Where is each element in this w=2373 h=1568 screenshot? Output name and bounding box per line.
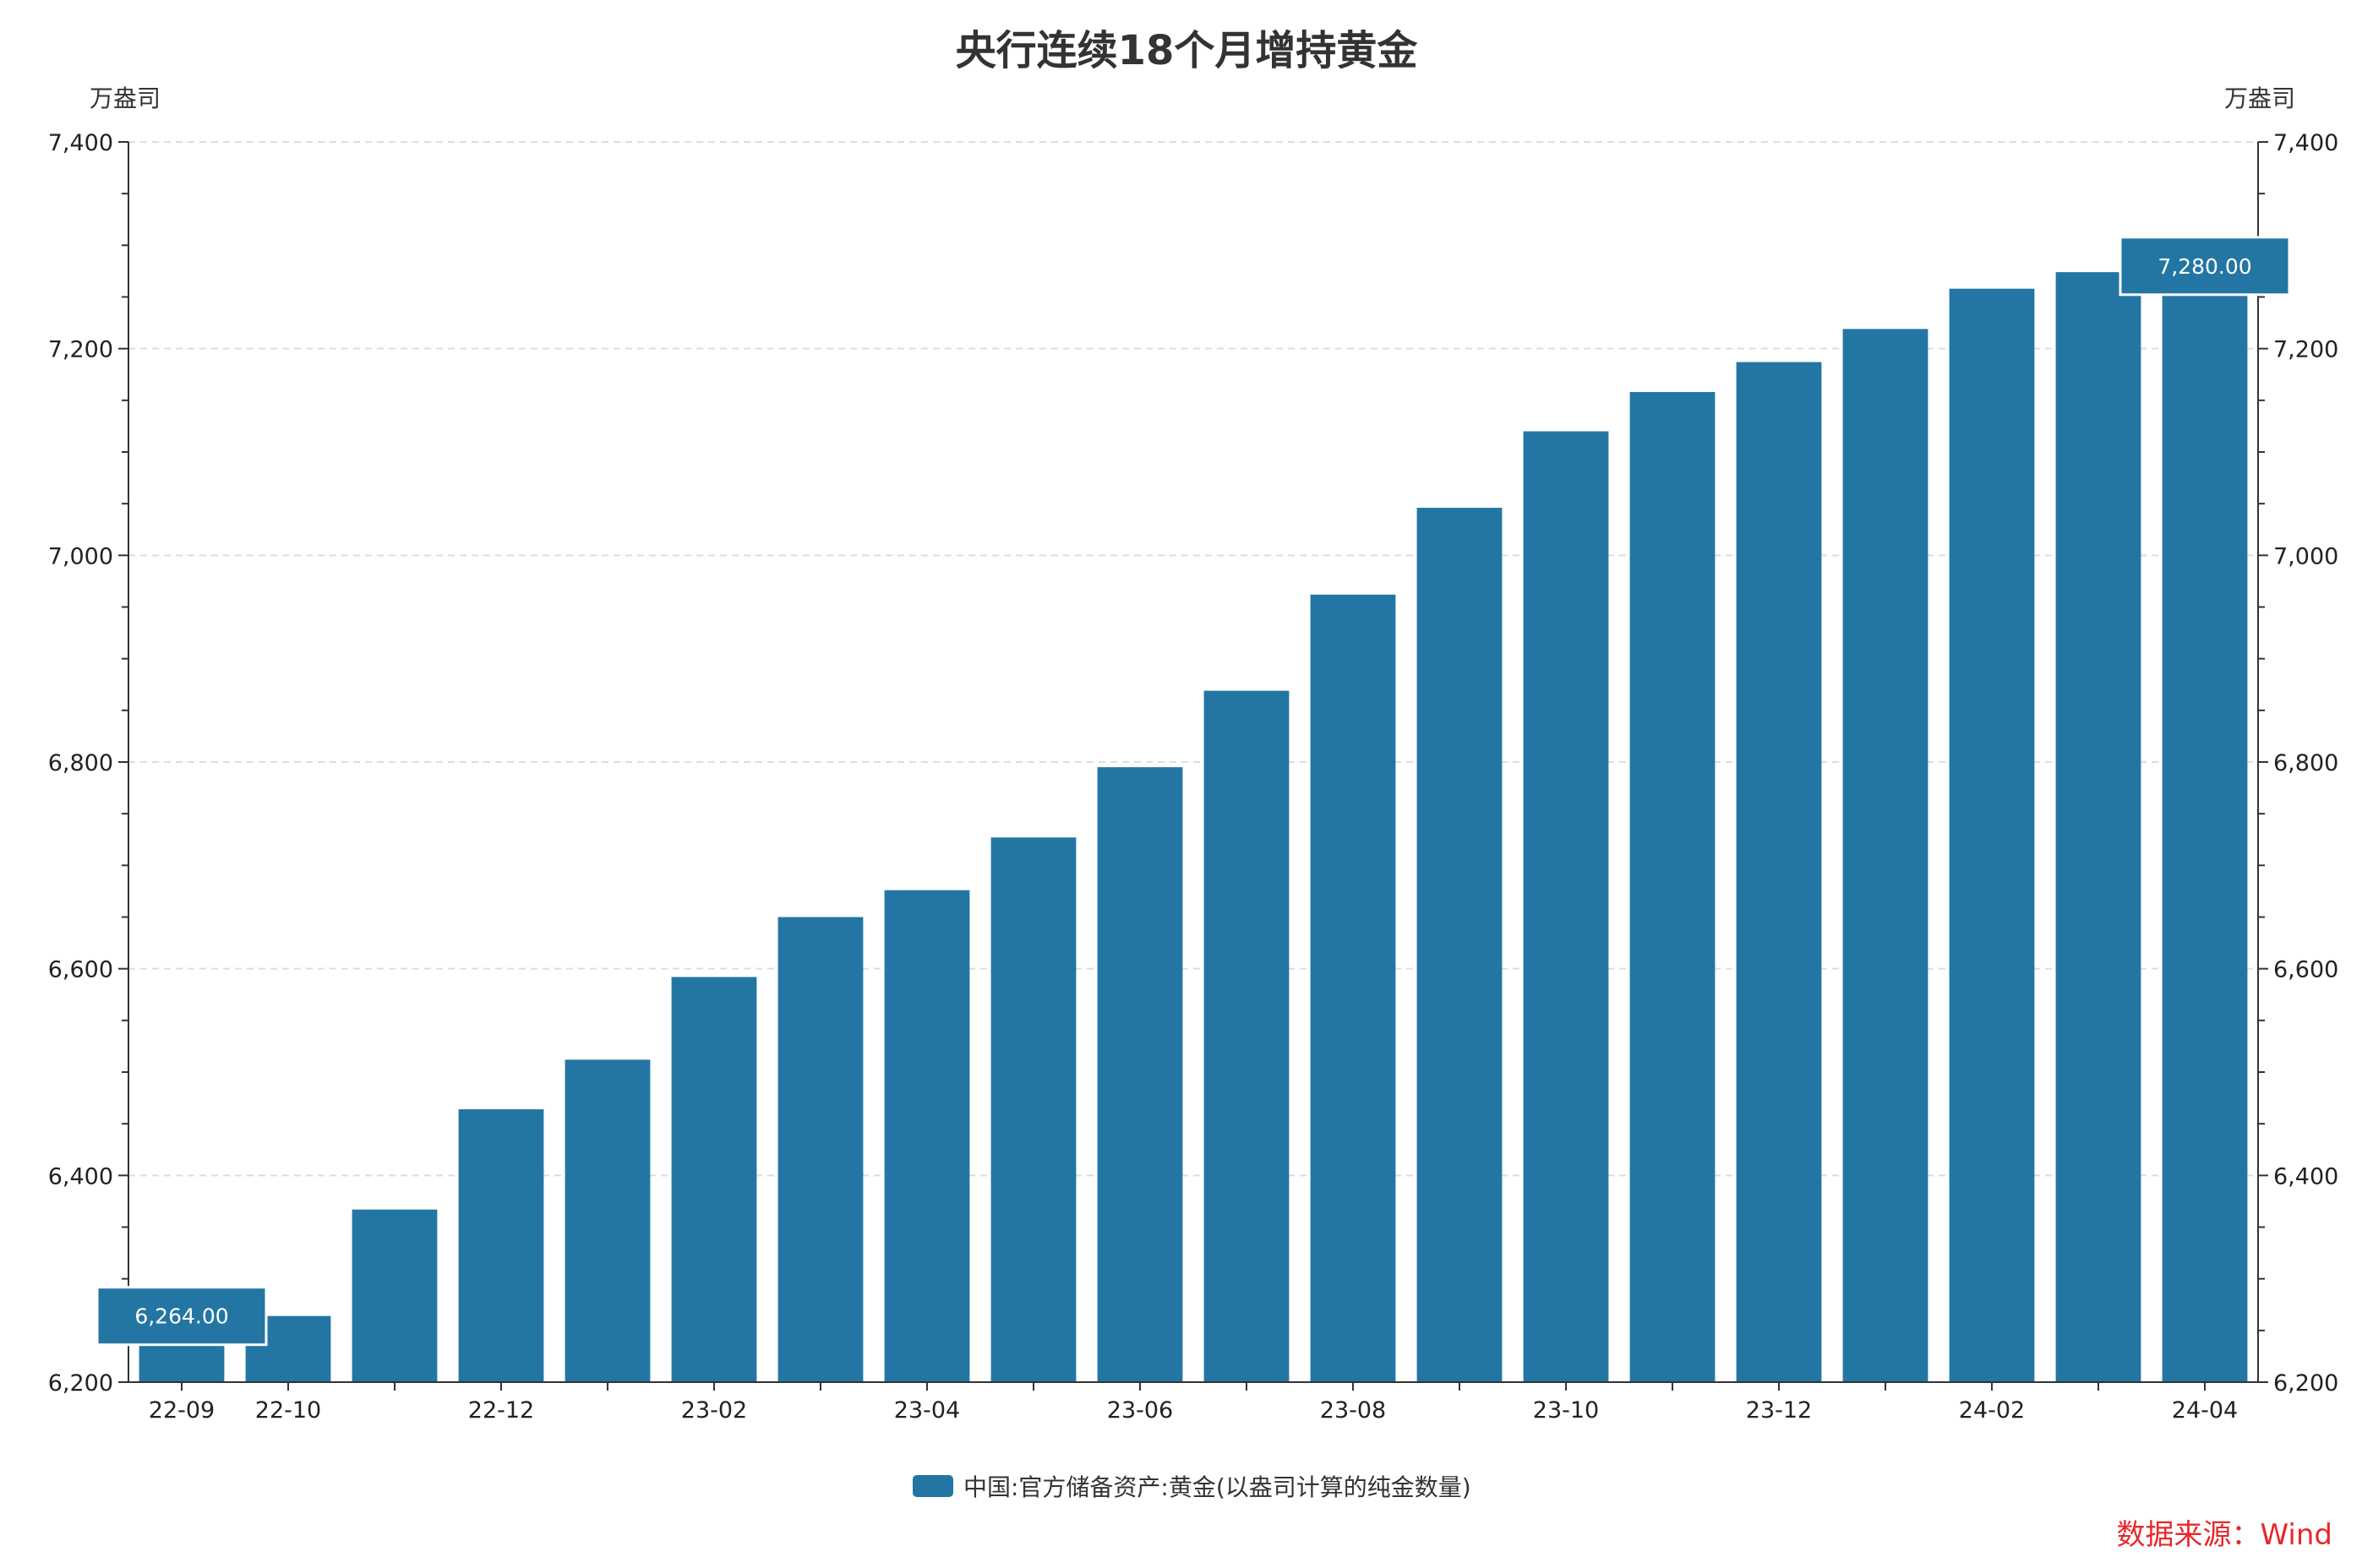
right-y-tick-labels: 6,200 6,400 6,600 6,800 7,000 7,200 7,400 — [2273, 130, 2338, 1396]
legend-label: 中国:官方储备资产:黄金(以盎司计算的纯金数量) — [963, 1473, 1471, 1501]
bar-23-08 — [1310, 594, 1396, 1382]
x-tick-label-23-10: 23-10 — [1533, 1397, 1599, 1424]
annotation-box — [2119, 236, 2291, 297]
x-tick-label-23-02: 23-02 — [681, 1397, 747, 1424]
bar-23-04 — [884, 890, 970, 1382]
left-y-tick-label: 6,800 — [48, 750, 113, 776]
bar-23-06 — [1097, 767, 1183, 1382]
source-note: 数据来源：Wind — [2117, 1518, 2332, 1552]
right-y-tick-label: 6,400 — [2273, 1163, 2338, 1190]
bar-23-05 — [990, 837, 1077, 1382]
right-y-tick-label: 6,200 — [2273, 1370, 2338, 1396]
annotation-label: 7,280.00 — [2158, 254, 2251, 279]
right-y-tick-label: 7,400 — [2273, 130, 2338, 156]
bar-23-01 — [565, 1059, 651, 1382]
bar-24-02 — [1949, 288, 2035, 1382]
bar-24-01 — [1842, 329, 1928, 1382]
bar-23-07 — [1203, 690, 1290, 1382]
bar-series — [139, 265, 2248, 1383]
right-y-tick-label: 6,600 — [2273, 957, 2338, 983]
right-y-tick-label: 6,800 — [2273, 750, 2338, 776]
left-y-tick-label: 7,200 — [48, 337, 113, 363]
legend[interactable]: 中国:官方储备资产:黄金(以盎司计算的纯金数量) — [913, 1473, 1471, 1501]
bar-24-04 — [2162, 265, 2248, 1382]
bar-23-12 — [1736, 362, 1822, 1382]
bar-23-11 — [1629, 392, 1716, 1383]
bar-24-03 — [2055, 272, 2141, 1382]
annotation-label: 6,264.00 — [134, 1304, 228, 1329]
right-axis-unit: 万盎司 — [2224, 84, 2295, 112]
x-tick-label-23-12: 23-12 — [1746, 1397, 1812, 1424]
annotation-box — [95, 1286, 268, 1347]
left-y-tick-label: 6,200 — [48, 1370, 113, 1396]
left-y-tick-labels: 6,200 6,400 6,600 6,800 7,000 7,200 7,400 — [48, 130, 113, 1396]
left-y-tick-label: 6,400 — [48, 1163, 113, 1190]
x-tick-label-22-12: 22-12 — [468, 1397, 534, 1424]
axes — [118, 141, 2268, 1391]
left-y-tick-label: 7,400 — [48, 130, 113, 156]
x-tick-label-22-10: 22-10 — [255, 1397, 321, 1424]
bar-22-11 — [352, 1209, 438, 1382]
value-annotations: 6,264.00 7,280.00 — [95, 236, 2291, 1347]
bar-23-09 — [1416, 508, 1503, 1382]
x-tick-labels: 22-09 22-10 22-12 23-02 23-04 23-06 23-08 23-10… — [149, 1397, 2238, 1424]
annotation-24-04: 7,280.00 — [2119, 236, 2291, 297]
left-axis-unit: 万盎司 — [90, 84, 161, 112]
x-tick-label-23-08: 23-08 — [1320, 1397, 1386, 1424]
bar-22-12 — [458, 1109, 544, 1382]
right-y-tick-label: 7,000 — [2273, 543, 2338, 569]
x-tick-label-24-02: 24-02 — [1959, 1397, 2025, 1424]
x-tick-label-23-04: 23-04 — [894, 1397, 960, 1424]
gridlines — [128, 141, 2258, 1177]
bar-23-03 — [777, 917, 864, 1382]
x-tick-label-23-06: 23-06 — [1107, 1397, 1173, 1424]
chart-title: 央行连续18个月增持黄金 — [956, 27, 1419, 74]
right-y-tick-label: 7,200 — [2273, 337, 2338, 363]
x-tick-label-22-09: 22-09 — [149, 1397, 215, 1424]
bar-23-10 — [1523, 431, 1609, 1382]
annotation-22-09: 6,264.00 — [95, 1286, 268, 1347]
x-tick-label-24-04: 24-04 — [2172, 1397, 2238, 1424]
left-y-tick-label: 6,600 — [48, 957, 113, 983]
legend-swatch — [913, 1475, 953, 1497]
bar-23-02 — [671, 977, 757, 1382]
left-y-tick-label: 7,000 — [48, 543, 113, 569]
